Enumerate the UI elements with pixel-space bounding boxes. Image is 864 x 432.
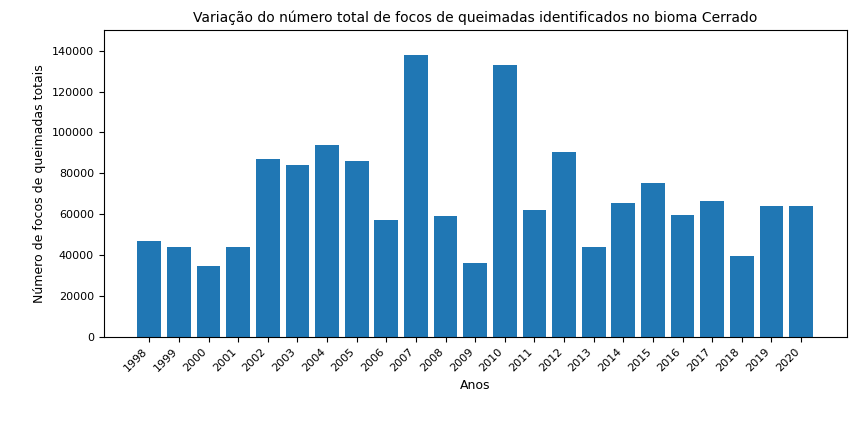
Bar	[670, 215, 695, 337]
Bar	[581, 247, 606, 337]
Bar	[315, 145, 339, 337]
Bar	[374, 220, 398, 337]
Bar	[612, 203, 635, 337]
Bar	[345, 161, 369, 337]
Bar	[493, 65, 517, 337]
Bar	[759, 206, 784, 337]
Bar	[167, 247, 191, 337]
Bar	[286, 165, 309, 337]
Bar	[789, 206, 813, 337]
Bar	[434, 216, 457, 337]
Bar	[552, 152, 576, 337]
Bar	[404, 55, 428, 337]
Y-axis label: Número de focos de queimadas totais: Número de focos de queimadas totais	[34, 64, 47, 303]
Bar	[226, 247, 250, 337]
Bar	[197, 267, 220, 337]
Bar	[523, 210, 546, 337]
X-axis label: Anos: Anos	[460, 379, 491, 392]
Bar	[641, 183, 664, 337]
Bar	[137, 241, 162, 337]
Bar	[463, 264, 487, 337]
Bar	[701, 201, 724, 337]
Title: Variação do número total de focos de queimadas identificados no bioma Cerrado: Variação do número total de focos de que…	[193, 10, 758, 25]
Bar	[256, 159, 280, 337]
Bar	[730, 256, 753, 337]
